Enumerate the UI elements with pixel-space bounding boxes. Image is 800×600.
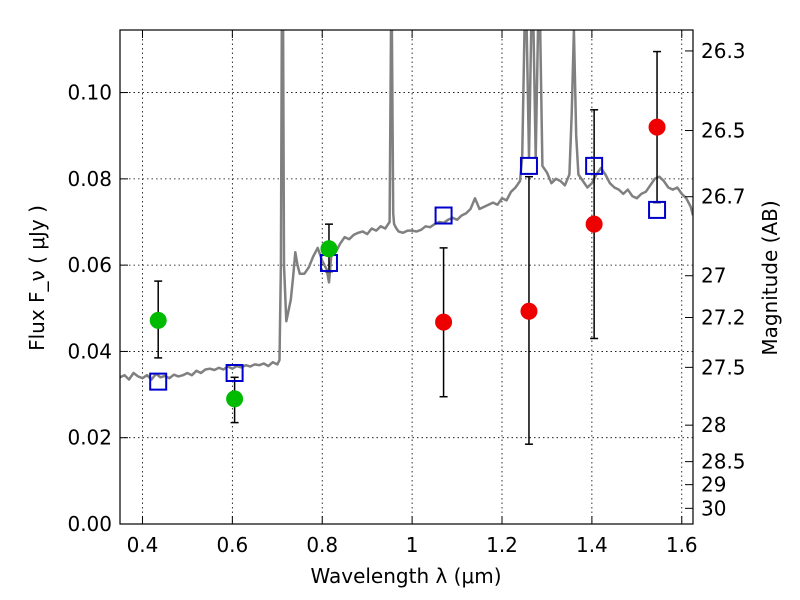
open-square-marker	[434, 206, 453, 225]
right-tick-label: 26.7	[701, 185, 746, 209]
right-tick-label: 27	[701, 264, 726, 288]
plot-frame	[119, 29, 694, 525]
spectrum-line	[120, 30, 693, 381]
right-tick-label: 27.5	[701, 355, 746, 379]
open-square-marker	[585, 156, 604, 175]
circle-marker	[435, 313, 453, 331]
circle-marker	[226, 390, 244, 408]
right-tick-label: 28	[701, 413, 726, 437]
x-tick-labels: 0.4 0.6 0.8 1 1.2 1.4 1.6	[127, 533, 698, 557]
right-tick-label: 30	[701, 496, 726, 520]
y-tick-labels: 0.00 0.02 0.04 0.06 0.08 0.10	[67, 81, 112, 536]
open-square-marker	[648, 200, 667, 219]
plot-area	[120, 30, 693, 381]
y-tick-label: 0.06	[67, 253, 112, 277]
x-tick-label: 1.4	[576, 533, 608, 557]
x-axis-label: Wavelength λ (μm)	[310, 564, 501, 588]
circle-marker	[648, 118, 666, 136]
y-tick-label: 0.02	[67, 426, 112, 450]
error-bars	[154, 50, 662, 445]
right-tick-label: 26.3	[701, 39, 746, 63]
open-square-marker	[225, 363, 244, 382]
right-tick-label: 26.5	[701, 119, 746, 143]
y-tick-label: 0.08	[67, 167, 112, 191]
x-tick-label: 0.6	[216, 533, 248, 557]
right-tick-label: 27.2	[701, 305, 746, 329]
x-tick-label: 1.6	[666, 533, 698, 557]
y-tick-label: 0.10	[67, 81, 112, 105]
circle-marker	[320, 240, 338, 258]
y-tick-label: 0.00	[67, 512, 112, 536]
x-tick-label: 0.8	[306, 533, 338, 557]
circle-marker	[520, 302, 538, 320]
x-tick-label: 1	[406, 533, 419, 557]
y-tick-label: 0.04	[67, 339, 112, 363]
y-axis-label: Flux F_ν ( μJy )	[25, 205, 49, 351]
open-square-marker	[149, 372, 168, 391]
data-markers	[149, 118, 667, 408]
circle-marker	[585, 215, 603, 233]
right-tick-label: 29	[701, 473, 726, 497]
open-square-marker	[519, 156, 538, 175]
grid	[120, 30, 693, 524]
x-tick-label: 0.4	[127, 533, 159, 557]
circle-marker	[149, 311, 167, 329]
right-axis-label: Magnitude (AB)	[758, 200, 782, 355]
x-tick-label: 1.2	[486, 533, 518, 557]
right-tick-label: 28.5	[701, 450, 746, 474]
axis-ticks	[120, 30, 693, 525]
